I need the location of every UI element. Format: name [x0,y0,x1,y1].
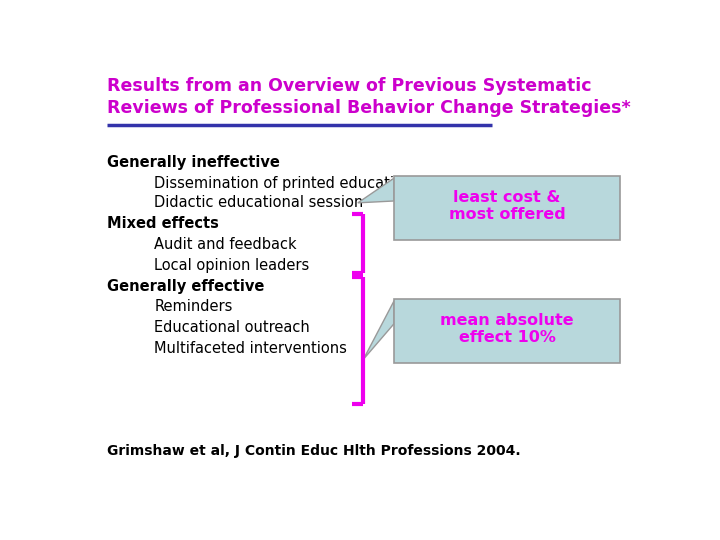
Text: Local opinion leaders: Local opinion leaders [154,258,310,273]
Text: Generally effective: Generally effective [107,279,264,294]
Text: Multifaceted interventions: Multifaceted interventions [154,341,347,356]
FancyBboxPatch shape [394,299,620,363]
Text: Educational outreach: Educational outreach [154,320,310,335]
Text: Mixed effects: Mixed effects [107,216,219,231]
FancyBboxPatch shape [394,176,620,240]
Text: Didactic educational session: Didactic educational session [154,195,364,211]
Text: Grimshaw et al, J Contin Educ Hlth Professions 2004.: Grimshaw et al, J Contin Educ Hlth Profe… [107,444,521,458]
Text: least cost &
most offered: least cost & most offered [449,190,565,222]
Text: mean absolute
effect 10%: mean absolute effect 10% [441,313,574,345]
Text: Generally ineffective: Generally ineffective [107,155,279,170]
Text: Reminders: Reminders [154,299,233,314]
Text: Dissemination of printed educational materials: Dissemination of printed educational mat… [154,176,499,191]
Polygon shape [364,301,394,359]
Polygon shape [358,178,394,203]
Text: Audit and feedback: Audit and feedback [154,237,297,252]
Text: Results from an Overview of Previous Systematic
Reviews of Professional Behavior: Results from an Overview of Previous Sys… [107,77,631,118]
